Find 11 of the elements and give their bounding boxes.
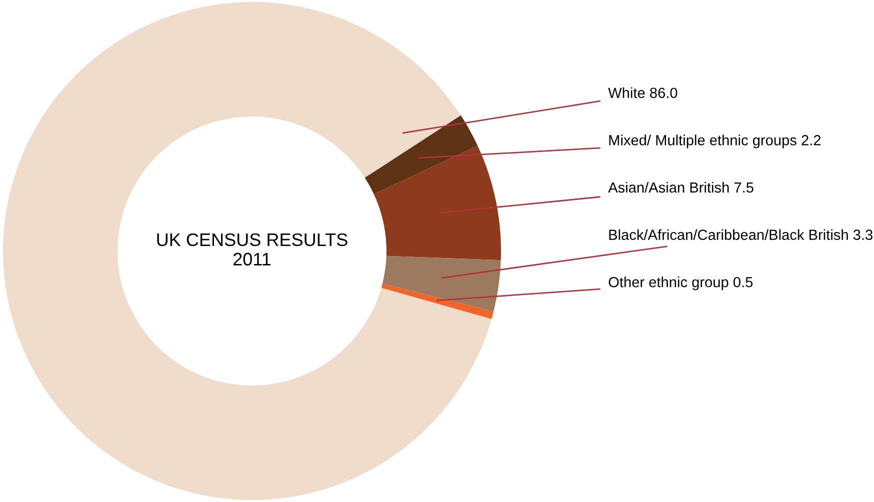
slice-label: Black/African/Caribbean/Black British 3.3 <box>609 229 872 240</box>
slice-label: Asian/Asian British 7.5 <box>608 182 754 193</box>
slice-label: White 86.0 <box>608 87 678 98</box>
text: UK CENSUS RESULTS 2011 <box>157 233 348 266</box>
donut-slice <box>374 146 502 260</box>
donut-slice <box>381 284 494 319</box>
donut-slice <box>3 2 492 500</box>
slice-label: Mixed/ Multiple ethnic groups 2.2 <box>609 134 821 148</box>
slice-label: Other ethnic group 0.5 <box>608 276 753 290</box>
donut-slice <box>382 256 501 312</box>
donut-slice <box>364 115 478 194</box>
